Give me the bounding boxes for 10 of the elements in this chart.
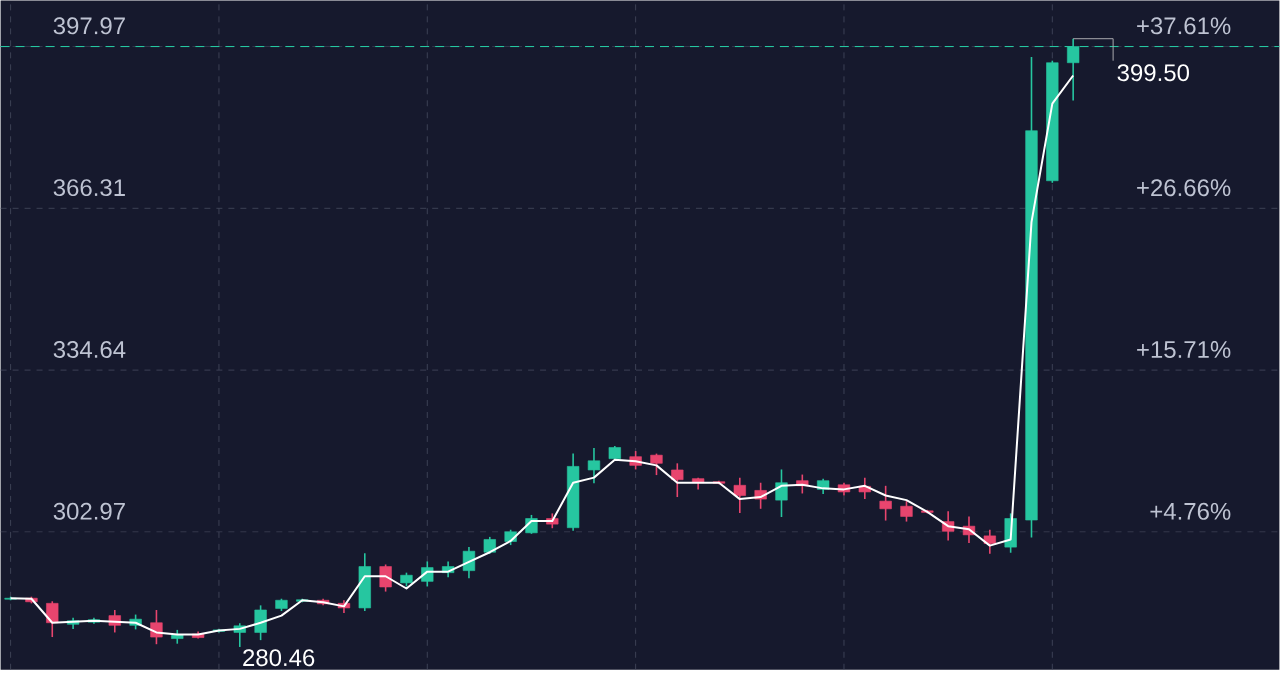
y-tick-label: 302.97	[53, 502, 125, 520]
y2-tick-label: +4.76%	[1150, 502, 1231, 520]
y-tick-label: 366.31	[53, 179, 125, 197]
text: 399.50	[1117, 64, 1189, 82]
y2-tick-label: +26.66%	[1137, 179, 1231, 197]
y2-tick-label: +15.71%	[1137, 341, 1231, 359]
y2-tick-label: +37.61%	[1137, 17, 1231, 35]
annotation: 280.46	[243, 649, 315, 667]
y-tick-label: 334.64	[53, 341, 126, 358]
y-tick-label: 397.97	[53, 17, 125, 35]
